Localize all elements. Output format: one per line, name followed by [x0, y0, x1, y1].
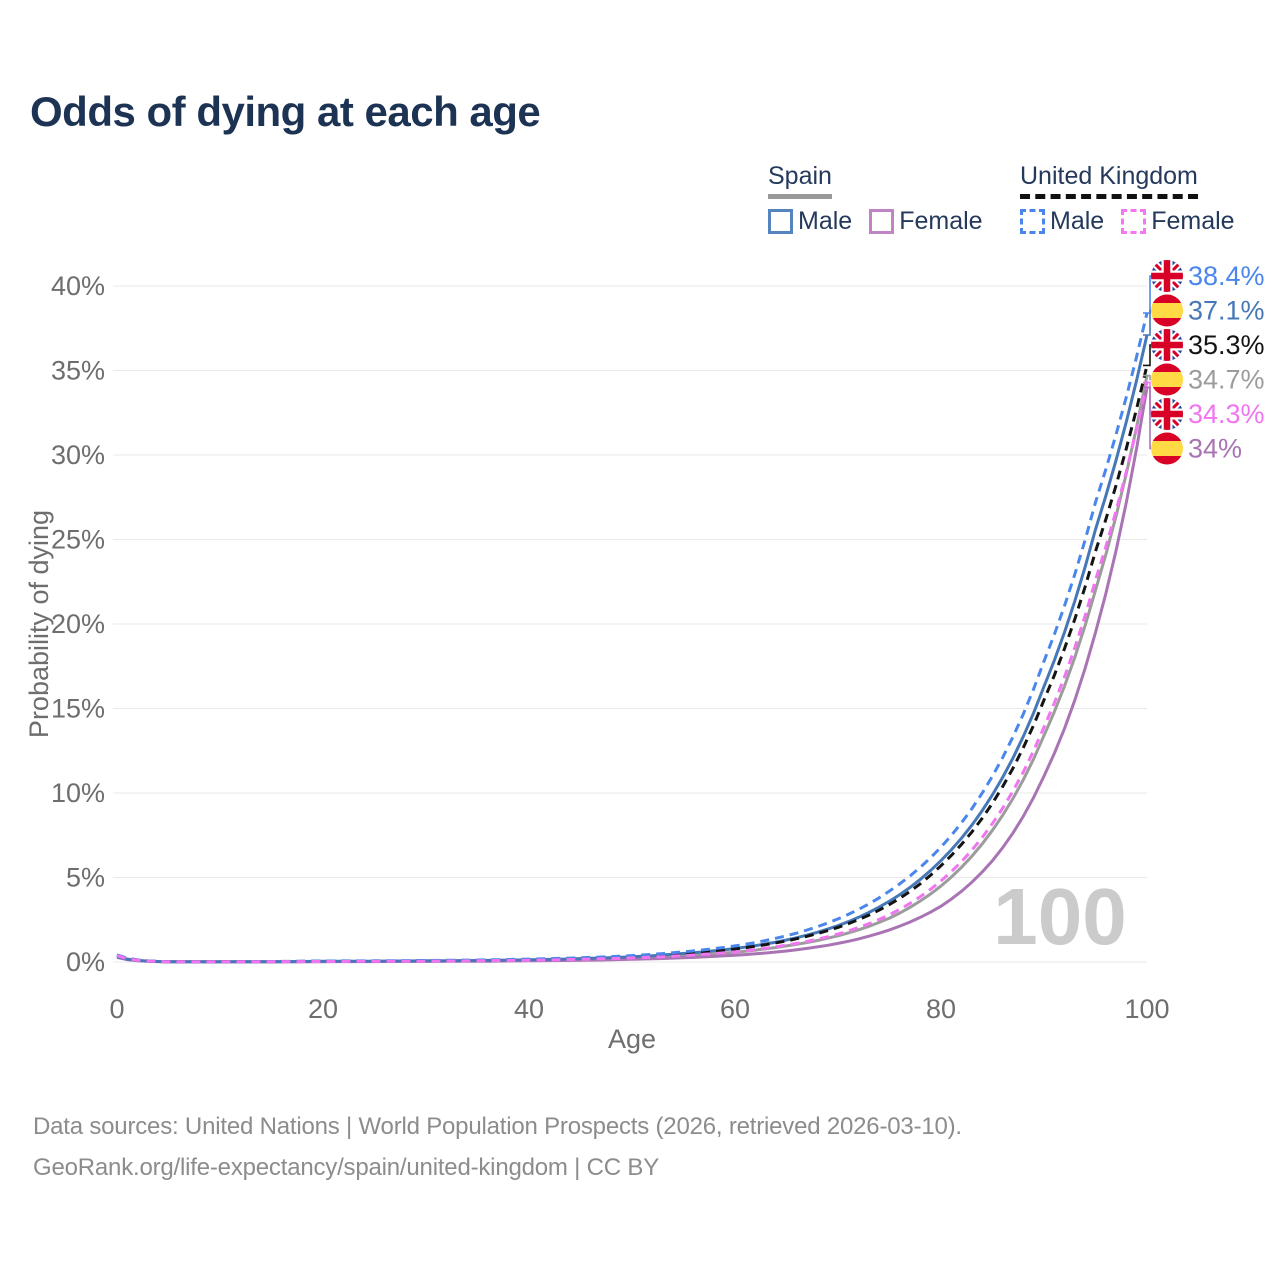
y-tick-label: 10% [51, 778, 105, 808]
gridlines: 0% 5% 10% 15% 20% 25% 30% 35% 40% 0 20 40 60 80 100 [51, 271, 1170, 1024]
spain-female-swatch-icon [869, 209, 895, 234]
legend-item-uk-male[interactable]: Male [1020, 207, 1104, 236]
legend-item-label: Female [899, 207, 983, 235]
attribution-line: GeoRank.org/life-expectancy/spain/united… [33, 1154, 660, 1181]
uk-male-swatch-icon [1020, 209, 1045, 234]
y-tick-label: 5% [66, 863, 105, 893]
uk-female-swatch-icon [1121, 209, 1147, 234]
end-value-label: 35.3% [1188, 330, 1265, 360]
uk-flag-icon [1151, 329, 1183, 361]
legend-country-spain: Spain [768, 162, 832, 199]
legend-row-uk: Male Female [1020, 207, 1235, 236]
y-tick-label: 25% [51, 525, 105, 555]
legend-item-label: Female [1151, 207, 1235, 235]
legend-row-spain: Male Female [768, 207, 983, 236]
legend-item-label: Male [1050, 207, 1105, 235]
y-tick-label: 0% [66, 947, 105, 977]
series-line-uk-female[interactable] [116, 381, 1149, 964]
legend-item-spain-male[interactable]: Male [768, 207, 852, 236]
series-line-uk-male[interactable] [116, 312, 1149, 964]
x-tick-label: 60 [720, 994, 750, 1024]
uk-flag-icon [1151, 260, 1183, 292]
y-axis-title: Probability of dying [24, 510, 54, 738]
spain-flag-icon [1151, 363, 1183, 396]
y-tick-label: 40% [51, 271, 105, 301]
end-value-label: 38.4% [1188, 261, 1265, 291]
data-sources-line: Data sources: United Nations | World Pop… [33, 1113, 962, 1140]
series-lines [116, 312, 1149, 964]
x-tick-label: 40 [514, 994, 544, 1024]
x-tick-label: 100 [1124, 994, 1169, 1024]
y-tick-label: 15% [51, 694, 105, 724]
end-value-label: 34.7% [1188, 365, 1265, 395]
footer: Data sources: United Nations | World Pop… [33, 1106, 962, 1188]
x-axis-title: Age [608, 1024, 656, 1054]
spain-flag-icon [1151, 294, 1183, 327]
y-tick-label: 30% [51, 440, 105, 470]
x-tick-label: 20 [308, 994, 338, 1024]
series-line-spain-male[interactable] [116, 334, 1149, 964]
uk-flag-icon [1151, 398, 1183, 430]
spain-male-swatch-icon [768, 209, 793, 234]
end-value-label: 34% [1188, 434, 1242, 464]
end-labels: 38.4% 37.1% 35.3% 34.7% 34.3% 34% [1143, 260, 1265, 465]
legend-group-uk: United Kingdom Male Female [1020, 162, 1235, 236]
x-tick-label: 0 [109, 994, 124, 1024]
spain-flag-icon [1151, 432, 1183, 465]
legend-item-uk-female[interactable]: Female [1121, 207, 1235, 236]
legend-group-spain: Spain Male Female [768, 162, 983, 236]
x-tick-label: 80 [926, 994, 956, 1024]
legend-country-uk: United Kingdom [1020, 162, 1198, 199]
page-title: Odds of dying at each age [30, 88, 541, 135]
y-tick-label: 20% [51, 609, 105, 639]
y-tick-label: 35% [51, 356, 105, 386]
age-counter-watermark: 100 [993, 872, 1126, 961]
legend-item-label: Male [798, 207, 853, 235]
end-value-label: 34.3% [1188, 399, 1265, 429]
end-value-label: 37.1% [1188, 296, 1265, 326]
legend-item-spain-female[interactable]: Female [869, 207, 983, 236]
